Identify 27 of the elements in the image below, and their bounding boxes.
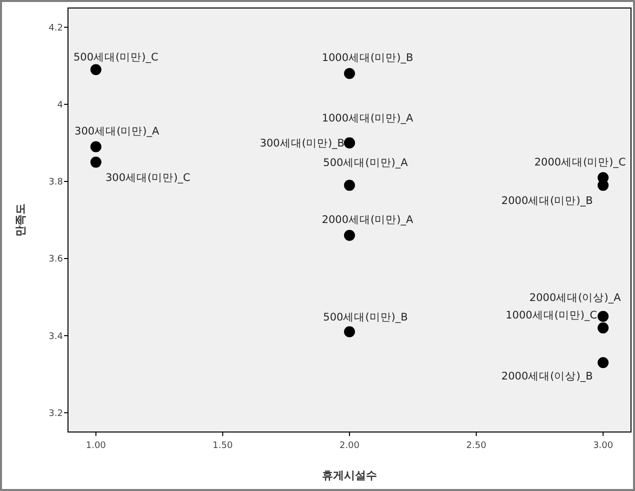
annotation: 2000세대(이상)_B bbox=[501, 370, 593, 382]
annotation: 2000세대(미만)_C bbox=[534, 156, 626, 168]
y-tick-label: 4.2 bbox=[48, 23, 63, 34]
annotation: 500세대(미만)_B bbox=[323, 311, 408, 324]
x-tick-label: 1.00 bbox=[86, 441, 106, 451]
annotation: 300세대(미만)_B bbox=[260, 138, 344, 150]
y-tick-label: 3.2 bbox=[48, 408, 63, 419]
x-tick-label: 2.50 bbox=[466, 441, 487, 451]
annotation: 500세대(미만)_C bbox=[73, 51, 158, 64]
annotation: 500세대(미만)_A bbox=[323, 156, 409, 169]
annotation: 2000세대(미만)_A bbox=[322, 214, 414, 226]
annotation: 300세대(미만)_A bbox=[74, 125, 160, 138]
annotation: 300세대(미만)_C bbox=[105, 172, 190, 184]
x-tick-label: 3.00 bbox=[593, 441, 614, 451]
x-tick-label: 1.50 bbox=[212, 441, 233, 451]
y-axis-title: 만족도 bbox=[14, 204, 27, 236]
x-axis-title: 휴게시설수 bbox=[322, 469, 377, 482]
annotation: 1000세대(미만)_A bbox=[322, 112, 414, 125]
annotation: 2000세대(미만)_B bbox=[501, 194, 593, 207]
annotation: 1000세대(미만)_B bbox=[322, 52, 414, 64]
y-tick-label: 4 bbox=[57, 100, 64, 111]
y-tick-label: 3.6 bbox=[48, 254, 64, 265]
x-tick-label: 2.00 bbox=[339, 441, 360, 451]
y-tick-label: 3.4 bbox=[48, 332, 64, 342]
annotation: 1000세대(미만)_C bbox=[506, 310, 598, 322]
y-tick-label: 3.8 bbox=[48, 178, 64, 188]
annotation: 2000세대(이상)_A bbox=[529, 292, 622, 304]
